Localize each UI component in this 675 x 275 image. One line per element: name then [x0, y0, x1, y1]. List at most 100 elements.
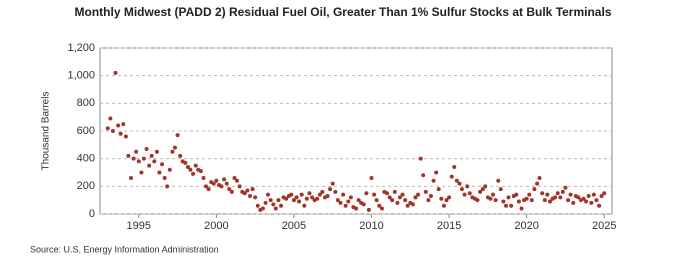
data-point [410, 202, 415, 207]
x-tick-label: 2000 [204, 220, 228, 232]
data-point [457, 181, 462, 186]
y-tick-label: 1,200 [67, 42, 95, 54]
data-point [229, 189, 234, 194]
data-point [555, 191, 560, 196]
data-point [165, 184, 170, 189]
data-point [175, 133, 180, 138]
data-point [504, 203, 509, 208]
data-point [447, 195, 452, 200]
data-point [576, 195, 581, 200]
data-point [170, 149, 175, 154]
data-point [591, 192, 596, 197]
data-point [532, 187, 537, 192]
data-point [108, 116, 113, 121]
data-point [498, 187, 503, 192]
data-point [387, 195, 392, 200]
data-point [160, 162, 165, 167]
data-point [558, 195, 563, 200]
data-point [397, 195, 402, 200]
x-tick-label: 2010 [359, 220, 383, 232]
data-point [304, 196, 309, 201]
data-point [307, 191, 312, 196]
data-point [310, 195, 315, 200]
x-tick-label: 2020 [514, 220, 538, 232]
data-point [348, 195, 353, 200]
data-point [147, 163, 152, 168]
data-point [354, 206, 358, 211]
data-point [467, 191, 472, 196]
data-point [245, 188, 250, 193]
data-point [317, 192, 322, 197]
data-point [366, 207, 371, 212]
data-point [519, 206, 524, 211]
data-point [535, 181, 540, 186]
data-point [537, 176, 542, 181]
data-point [413, 195, 418, 200]
data-point [385, 191, 390, 196]
data-point [273, 206, 278, 211]
data-point [234, 178, 239, 183]
data-point [123, 134, 128, 139]
data-point [188, 167, 193, 172]
data-point [405, 203, 410, 208]
y-tick-label: 200 [77, 180, 95, 192]
data-point [172, 145, 177, 150]
data-point [302, 203, 307, 208]
data-point [560, 189, 565, 194]
data-point [162, 176, 167, 181]
data-point [454, 178, 459, 183]
data-point [289, 192, 294, 197]
data-point [253, 195, 258, 200]
data-point [547, 199, 552, 204]
chart-title: Monthly Midwest (PADD 2) Residual Fuel O… [75, 5, 612, 19]
data-point [299, 192, 304, 197]
data-point [126, 153, 131, 158]
data-point [480, 187, 485, 192]
data-point [441, 203, 446, 208]
y-tick-label: 800 [77, 97, 95, 109]
data-point [524, 196, 529, 201]
data-point [589, 200, 594, 205]
data-point [198, 169, 203, 174]
data-point [110, 129, 115, 133]
data-point [395, 200, 400, 205]
data-point [297, 199, 302, 204]
data-point [364, 191, 369, 196]
data-point [496, 178, 501, 183]
data-point [121, 122, 126, 127]
data-point [136, 159, 141, 164]
data-point [418, 156, 423, 161]
data-point [222, 177, 227, 182]
data-point [356, 198, 361, 203]
data-point [483, 184, 488, 189]
y-axis-label: Thousand Barrels [41, 92, 52, 171]
data-point [116, 123, 121, 128]
data-point [325, 194, 330, 199]
data-point [506, 195, 511, 200]
data-point [586, 194, 591, 199]
data-point [183, 160, 188, 165]
data-point [439, 196, 444, 201]
data-point [597, 203, 602, 208]
data-point [105, 126, 110, 131]
data-point [400, 192, 405, 197]
data-point [452, 164, 457, 169]
data-point [584, 199, 589, 204]
data-point [232, 176, 237, 181]
data-point [436, 187, 441, 192]
data-point [315, 196, 320, 201]
data-point [139, 170, 144, 175]
data-point [266, 192, 271, 197]
data-point [118, 131, 123, 136]
data-point [602, 191, 607, 196]
data-point [203, 184, 208, 189]
data-point [509, 203, 514, 208]
data-point [276, 198, 281, 203]
data-point [263, 200, 268, 205]
data-point [242, 191, 247, 196]
data-point [379, 206, 384, 211]
data-point [581, 196, 586, 201]
data-point [568, 192, 573, 197]
data-point [416, 192, 421, 197]
